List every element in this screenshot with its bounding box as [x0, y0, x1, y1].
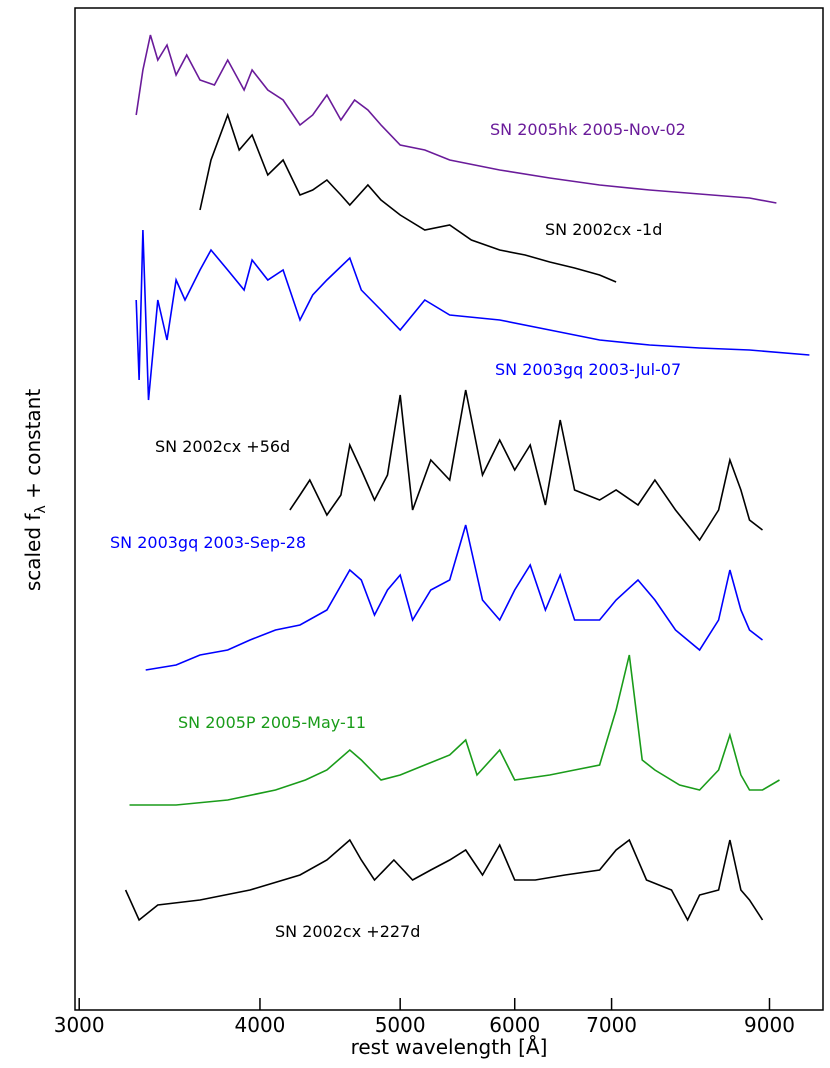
series-label: SN 2003gq 2003-Jul-07 — [495, 360, 681, 379]
series-label: SN 2002cx +56d — [155, 437, 290, 456]
spectrum-line — [129, 654, 780, 806]
y-label-sub: λ — [33, 505, 49, 513]
x-tick-label: 6000 — [489, 1013, 540, 1037]
spectrum-line — [289, 389, 763, 542]
series-label: SN 2002cx +227d — [275, 922, 420, 941]
x-tick-label: 3000 — [54, 1013, 105, 1037]
x-tick-label: 4000 — [235, 1013, 286, 1037]
plot-frame — [74, 7, 824, 1011]
series-label: SN 2005hk 2005-Nov-02 — [490, 120, 686, 139]
x-axis-label: rest wavelength [Å] — [351, 1035, 548, 1059]
spectrum-line — [135, 229, 810, 401]
series-label: SN 2002cx -1d — [545, 220, 662, 239]
y-label-part: + constant — [21, 389, 45, 506]
series-label: SN 2005P 2005-May-11 — [178, 713, 366, 732]
spectrum-line — [199, 112, 617, 283]
series-label: SN 2003gq 2003-Sep-28 — [110, 533, 306, 552]
x-tick-label: 5000 — [375, 1013, 426, 1037]
y-axis-label: scaled fλ + constant — [21, 389, 49, 592]
spectrum-line — [124, 838, 764, 922]
y-label-part: scaled f — [21, 513, 45, 592]
x-tick-label: 7000 — [586, 1013, 637, 1037]
spectrum-line — [135, 34, 777, 204]
x-tick-label: 9000 — [744, 1013, 795, 1037]
spectrum-line — [145, 524, 763, 671]
